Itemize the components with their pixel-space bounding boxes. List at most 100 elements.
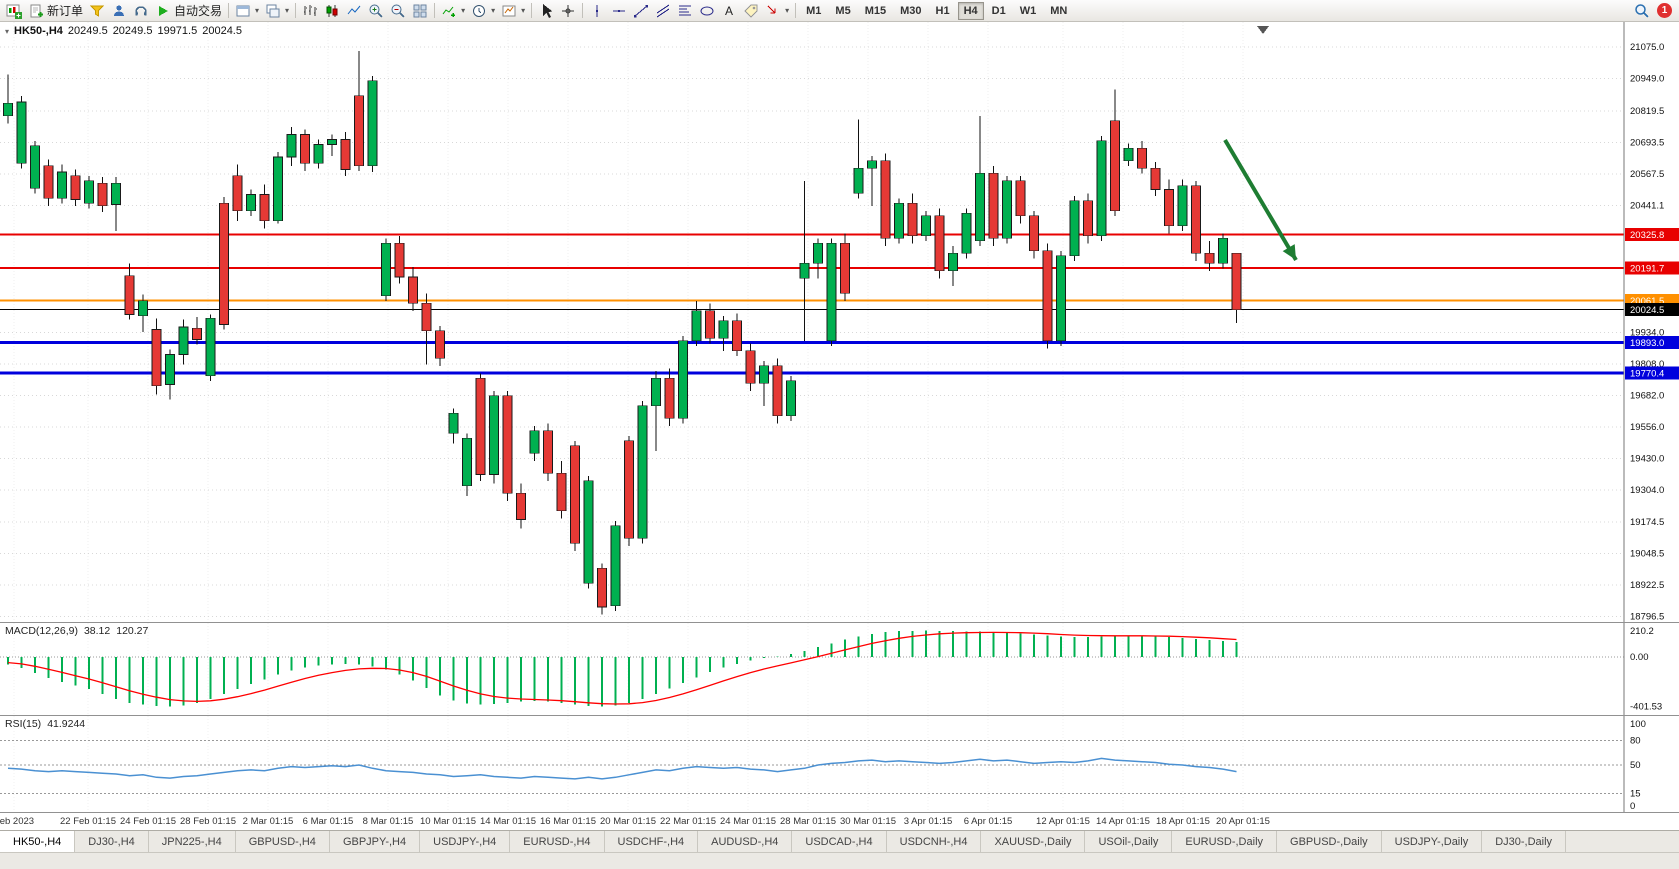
svg-text:20819.5: 20819.5 — [1630, 106, 1664, 117]
timeframe-button-H1[interactable]: H1 — [935, 4, 950, 17]
symbol-dropdown-icon[interactable]: ▾ — [5, 26, 10, 36]
macd-signal-line — [7, 631, 1237, 705]
symbol-tab-JPN225-,H4[interactable]: JPN225-,H4 — [149, 831, 236, 852]
symbol-tab-USDJPY-,H4[interactable]: USDJPY-,H4 — [420, 831, 511, 852]
svg-text:20024.5: 20024.5 — [1630, 305, 1664, 316]
symbol-tab-DJ30-,H4[interactable]: DJ30-,H4 — [75, 831, 149, 852]
symbol-tab-USDCHF-,H4[interactable]: USDCHF-,H4 — [605, 831, 699, 852]
svg-text:100: 100 — [1630, 719, 1646, 730]
main-chart-panel[interactable]: 21075.0 20949.0 20819.5 20693.5 20567.5 20441… — [0, 22, 1679, 623]
notification-badge[interactable]: 1 — [1657, 3, 1672, 18]
svg-text:18796.5: 18796.5 — [1630, 612, 1664, 622]
symbol-tab-USDCNH-,H4[interactable]: USDCNH-,H4 — [887, 831, 982, 852]
time-label: 22 Feb 01:15 — [60, 816, 116, 827]
new-chart-icon[interactable] — [3, 1, 25, 21]
symbol-tab-GBPUSD-,H4[interactable]: GBPUSD-,H4 — [236, 831, 330, 852]
time-label: 22 Mar 01:15 — [660, 816, 716, 827]
timeframe-button-H4[interactable]: H4 — [957, 1, 984, 20]
level-lines-layer[interactable] — [0, 233, 1624, 375]
svg-text:19770.4: 19770.4 — [1630, 369, 1664, 380]
chart-window-icon[interactable]: ▾ — [262, 1, 292, 21]
fibonacci-tool-icon[interactable] — [674, 1, 696, 21]
bars-chart-icon[interactable] — [299, 1, 321, 21]
toolbar-separator — [582, 3, 584, 18]
tile-windows-icon[interactable] — [409, 1, 431, 21]
time-label: 28 Feb 01:15 — [180, 816, 236, 827]
candlestick-chart-icon[interactable] — [321, 1, 343, 21]
arrows-tool-icon[interactable]: ▾ — [762, 1, 792, 21]
dropdown-caret: ▾ — [461, 6, 466, 15]
label-tool-icon[interactable] — [740, 1, 762, 21]
main-chart-canvas[interactable]: 21075.0 20949.0 20819.5 20693.5 20567.5 20441… — [0, 22, 1679, 623]
time-axis[interactable]: Feb 2023 22 Feb 01:15 24 Feb 01:15 28 Feb 0… — [0, 812, 1679, 830]
funnel-icon[interactable] — [86, 1, 108, 21]
vertical-line-tool-icon[interactable] — [586, 1, 608, 21]
symbol-tab-EURUSD-,H4[interactable]: EURUSD-,H4 — [510, 831, 605, 852]
cursor-icon[interactable] — [535, 1, 557, 21]
time-label: 14 Apr 01:15 — [1096, 816, 1150, 827]
svg-text:-401.53: -401.53 — [1630, 702, 1662, 713]
svg-text:20191.7: 20191.7 — [1630, 263, 1664, 274]
symbol-tab-HK50-,H4[interactable]: HK50-,H4 — [0, 831, 76, 852]
text-tool-icon[interactable]: A — [718, 1, 740, 21]
zoom-out-icon[interactable] — [387, 1, 409, 21]
symbol-tab-GBPJPY-,H4[interactable]: GBPJPY-,H4 — [330, 831, 421, 852]
toolbar-separator — [795, 3, 797, 18]
rsi-panel[interactable]: 100 80 50 15 0 RSI(15) 41.9244 — [0, 715, 1679, 812]
time-label: 16 Mar 01:15 — [540, 816, 596, 827]
templates-icon[interactable]: ▾ — [498, 1, 528, 21]
timeframe-button-M15[interactable]: M15 — [864, 4, 887, 17]
autotrade-button[interactable]: 自动交易 — [152, 1, 225, 21]
symbol-tab-USDCAD-,H4[interactable]: USDCAD-,H4 — [792, 831, 887, 852]
new-order-label: 新订单 — [47, 4, 84, 18]
support-headset-icon[interactable] — [130, 1, 152, 21]
trendline-tool-icon[interactable] — [630, 1, 652, 21]
toolbar: 新订单 自动交易 ▾ ▾ ▾ ▾ ▾ A ▾ M1 M5 M15 M30 H1 H4 D1 W… — [0, 0, 1679, 22]
crosshair-icon[interactable] — [557, 1, 579, 21]
shapes-tool-icon[interactable] — [696, 1, 718, 21]
timeframe-button-MN[interactable]: MN — [1050, 4, 1068, 17]
new-order-button[interactable]: 新订单 — [25, 1, 86, 21]
channel-tool-icon[interactable] — [652, 1, 674, 21]
svg-text:20441.1: 20441.1 — [1630, 200, 1664, 211]
macd-canvas[interactable]: 210.2 0.00 -401.53 — [0, 623, 1679, 715]
macd-panel[interactable]: 210.2 0.00 -401.53 MACD(12,26,9) 38.12 120… — [0, 622, 1679, 715]
timeframe-button-M30[interactable]: M30 — [900, 4, 922, 17]
chart-header: ▾ HK50-,H4 20249.5 20249.5 19971.5 20024… — [5, 25, 242, 37]
symbol-tab-USDJPY-,Daily[interactable]: USDJPY-,Daily — [1382, 831, 1483, 852]
macd-label: MACD(12,26,9) — [5, 625, 78, 637]
indicators-icon[interactable]: ▾ — [438, 1, 468, 21]
rsi-canvas[interactable]: 100 80 50 150 — [0, 716, 1679, 812]
svg-text:21075.0: 21075.0 — [1630, 42, 1664, 53]
chart-shift-marker[interactable] — [1257, 26, 1269, 34]
dropdown-caret: ▾ — [285, 6, 290, 15]
time-label: 8 Mar 01:15 — [362, 816, 414, 827]
svg-text:19556.0: 19556.0 — [1630, 422, 1664, 433]
timeframe-button-W1[interactable]: W1 — [1019, 4, 1037, 17]
horizontal-line-tool-icon[interactable] — [608, 1, 630, 21]
timeframe-button-M1[interactable]: M1 — [806, 4, 822, 17]
timeframe-button-M5[interactable]: M5 — [835, 4, 851, 17]
periods-clock-icon[interactable]: ▾ — [468, 1, 498, 21]
line-chart-icon[interactable] — [343, 1, 365, 21]
time-label: 2 Mar 01:15 — [242, 816, 294, 827]
profile-icon[interactable] — [108, 1, 130, 21]
search-icon[interactable] — [1631, 1, 1653, 21]
symbol-tab-EURUSD-,Daily[interactable]: EURUSD-,Daily — [1172, 831, 1278, 852]
svg-text:19174.5: 19174.5 — [1630, 517, 1664, 528]
symbol-tab-USOil-,Daily[interactable]: USOil-,Daily — [1085, 831, 1173, 852]
symbol-tab-AUDUSD-,H4[interactable]: AUDUSD-,H4 — [698, 831, 793, 852]
zoom-in-icon[interactable] — [365, 1, 387, 21]
timeframe-button-D1[interactable]: D1 — [991, 4, 1006, 17]
symbol-tab-GBPUSD-,Daily[interactable]: GBPUSD-,Daily — [1277, 831, 1382, 852]
dropdown-caret: ▾ — [255, 6, 260, 15]
autotrade-label: 自动交易 — [174, 4, 223, 18]
symbol-tab-XAUUSD-,Daily[interactable]: XAUUSD-,Daily — [981, 831, 1086, 852]
profiles-window-icon[interactable]: ▾ — [232, 1, 262, 21]
time-label: 12 Apr 01:15 — [1036, 816, 1090, 827]
svg-text:20567.5: 20567.5 — [1630, 169, 1664, 180]
trend-arrow-annotation[interactable] — [1223, 138, 1298, 262]
symbol-tab-DJ30-,Daily[interactable]: DJ30-,Daily — [1482, 831, 1567, 852]
svg-text:20325.8: 20325.8 — [1630, 230, 1664, 241]
